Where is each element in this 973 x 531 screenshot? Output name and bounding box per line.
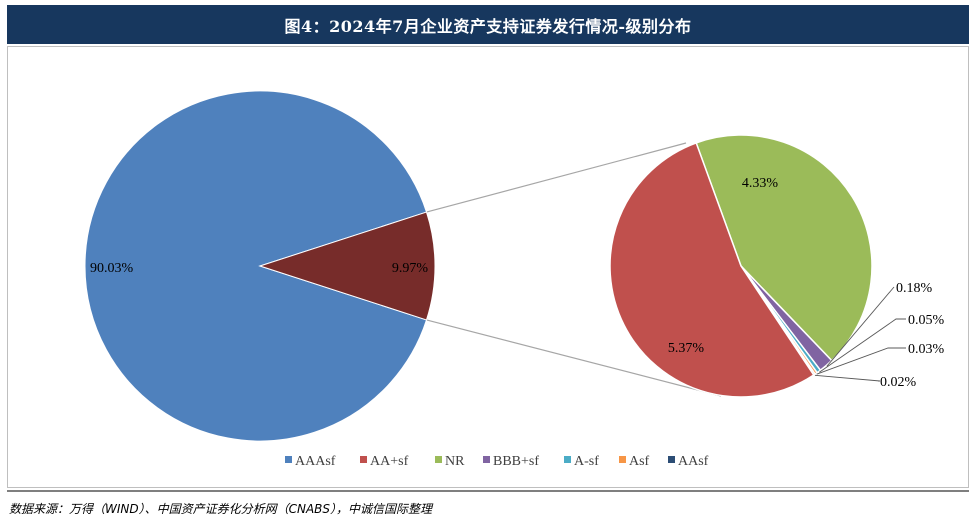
connector-bottom	[426, 319, 722, 397]
connector-top	[426, 142, 687, 213]
legend-label-aasf: AAsf	[678, 454, 709, 469]
secondary-label-aasf: 0.02%	[880, 375, 917, 390]
legend-label-bbb-plussf: BBB+sf	[493, 454, 539, 469]
leader-line-asf	[816, 347, 906, 375]
secondary-slice-aa-plussf	[609, 141, 815, 398]
legend-swatch-aasf	[668, 456, 675, 463]
main-slice-other	[258, 211, 436, 321]
secondary-label-bbb-plussf: 0.18%	[896, 281, 933, 296]
legend-item-aa-plussf: AA+sf	[360, 454, 409, 469]
main-slice-aaasf	[84, 90, 428, 442]
secondary-pie	[609, 134, 873, 398]
leader-line-aasf	[814, 374, 881, 382]
data-labels: 90.03% 9.97% 4.33% 5.37% 0.18% 0.05% 0.03% 0.02…	[90, 176, 945, 390]
secondary-label-aa-plussf: 5.37%	[668, 341, 705, 356]
secondary-label-nr: 4.33%	[742, 176, 779, 191]
legend-item-aasf: AAsf	[668, 454, 709, 469]
legend-swatch-asf	[619, 456, 626, 463]
secondary-label-a-sf: 0.05%	[908, 313, 945, 328]
main-label-other: 9.97%	[392, 261, 429, 276]
chart-title: 图4：2024年7月企业资产支持证券发行情况-级别分布	[7, 5, 969, 44]
legend-label-a-sf: A-sf	[574, 454, 599, 469]
legend-label-aa-plussf: AA+sf	[370, 454, 409, 469]
legend-swatch-aa-plussf	[360, 456, 367, 463]
legend: AAAsf AA+sf NR BBB+sf A-sf Asf AAsf	[285, 454, 709, 469]
legend-swatch-nr	[435, 456, 442, 463]
legend-item-a-sf: A-sf	[564, 454, 599, 469]
chart-area: 90.03% 9.97% 4.33% 5.37% 0.18% 0.05% 0.03% 0.02…	[7, 46, 969, 488]
legend-item-aaasf: AAAsf	[285, 454, 336, 469]
leader-line-a-sf	[819, 318, 906, 373]
legend-label-asf: Asf	[629, 454, 650, 469]
footer-divider	[7, 490, 969, 492]
legend-swatch-aaasf	[285, 456, 292, 463]
legend-item-bbb-plussf: BBB+sf	[483, 454, 539, 469]
secondary-label-asf: 0.03%	[908, 342, 945, 357]
legend-label-aaasf: AAAsf	[295, 454, 336, 469]
leader-line-bbb-plussf	[826, 286, 895, 367]
legend-item-nr: NR	[435, 454, 465, 469]
secondary-slice-nr	[695, 134, 873, 362]
main-label-aaasf: 90.03%	[90, 261, 134, 276]
main-pie	[84, 90, 436, 442]
legend-swatch-bbb-plussf	[483, 456, 490, 463]
pie-of-pie-chart: 90.03% 9.97% 4.33% 5.37% 0.18% 0.05% 0.03% 0.02…	[84, 90, 945, 469]
legend-swatch-a-sf	[564, 456, 571, 463]
connector-lines	[426, 142, 722, 397]
legend-item-asf: Asf	[619, 454, 650, 469]
legend-label-nr: NR	[445, 454, 465, 469]
source-note: 数据来源：万得（WIND）、中国资产证券化分析网（CNABS），中诚信国际整理	[9, 502, 433, 516]
